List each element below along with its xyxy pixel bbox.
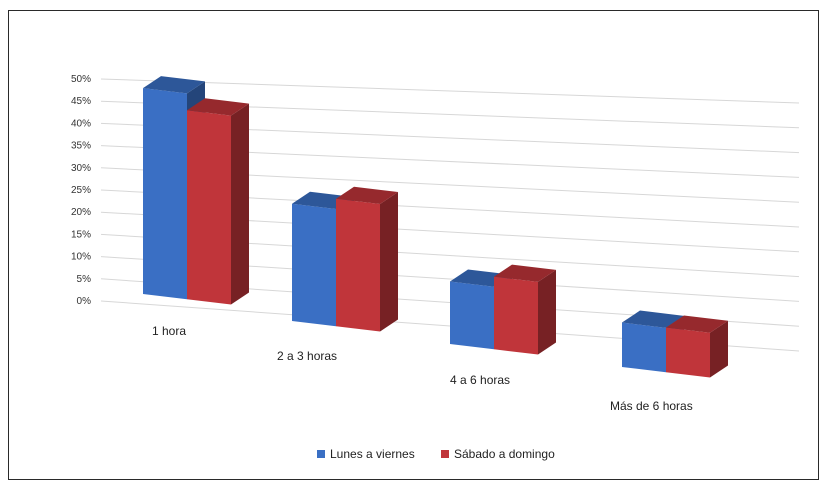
chart-plot: 0% 5% 10% 15% 20% 25% 30% 35% 40% 45% 50% 1 hora 2 … [71, 74, 800, 461]
category-label: Más de 6 horas [610, 399, 693, 413]
bar-front [666, 327, 710, 378]
bar-front [336, 198, 380, 332]
bar-front [143, 88, 187, 300]
y-tick-label: 40% [71, 118, 91, 129]
bar-top [494, 264, 556, 282]
y-tick-label: 20% [71, 207, 91, 218]
category-label: 4 a 6 horas [450, 373, 510, 387]
y-tick-label: 35% [71, 141, 91, 152]
y-tick-label: 50% [71, 74, 91, 85]
y-tick-label: 0% [77, 296, 92, 307]
bar-top [336, 186, 398, 205]
y-tick-label: 45% [71, 96, 91, 107]
chart-frame: 0% 5% 10% 15% 20% 25% 30% 35% 40% 45% 50% 1 hora 2 … [8, 10, 819, 480]
bar-front [450, 281, 494, 350]
bar-front [187, 110, 231, 305]
legend-label: Lunes a viernes [330, 447, 415, 461]
y-tick-label: 25% [71, 185, 91, 196]
bar-front [622, 322, 666, 373]
y-tick-label: 15% [71, 229, 91, 240]
y-tick-label: 10% [71, 252, 91, 263]
bar-side [380, 192, 398, 332]
legend-swatch [441, 450, 449, 458]
bar-front [292, 203, 336, 327]
y-tick-label: 5% [77, 274, 92, 285]
y-tick-label: 30% [71, 163, 91, 174]
legend-label: Sábado a domingo [454, 447, 555, 461]
legend: Lunes a viernes Sábado a domingo [317, 447, 555, 461]
bar-side [231, 103, 249, 305]
bar-side [538, 269, 556, 355]
bar-side [710, 320, 728, 378]
bars [143, 76, 728, 378]
y-axis-ticks: 0% 5% 10% 15% 20% 25% 30% 35% 40% 45% 50% [71, 74, 91, 307]
bar-front [494, 276, 538, 355]
bar-top [187, 98, 249, 116]
bar-top [143, 76, 205, 94]
gridline [100, 78, 800, 104]
category-labels: 1 hora 2 a 3 horas 4 a 6 horas Más de 6 hor… [152, 324, 693, 413]
bar-top [666, 315, 728, 333]
category-label: 2 a 3 horas [277, 349, 337, 363]
category-label: 1 hora [152, 324, 186, 338]
bar-top [622, 310, 684, 328]
legend-swatch [317, 450, 325, 458]
